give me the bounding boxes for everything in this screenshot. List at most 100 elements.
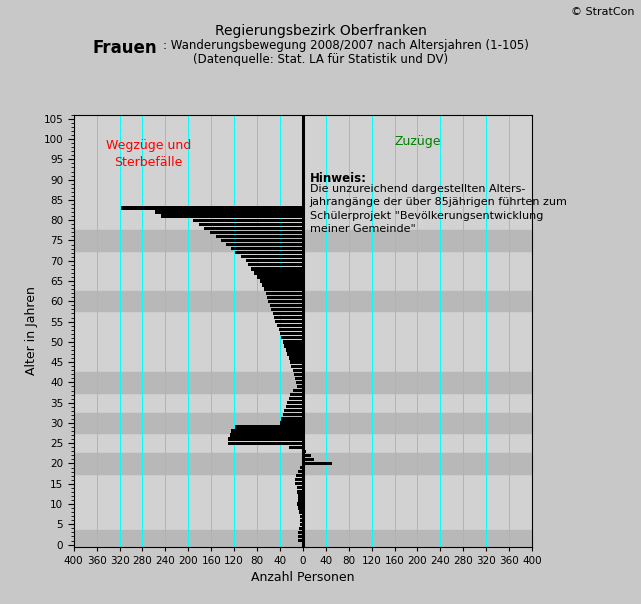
Bar xyxy=(283,340,303,344)
Text: © StratCon: © StratCon xyxy=(571,7,635,18)
Bar xyxy=(246,259,303,262)
Bar xyxy=(302,162,303,165)
Bar xyxy=(269,300,303,303)
Bar xyxy=(271,308,303,311)
Bar xyxy=(303,458,314,461)
Bar xyxy=(302,129,303,133)
Bar xyxy=(297,503,303,506)
Bar xyxy=(161,214,303,218)
Bar xyxy=(74,372,532,393)
Bar xyxy=(74,454,532,474)
Bar xyxy=(231,247,303,250)
Text: (Datenquelle: Stat. LA für Statistik und DV): (Datenquelle: Stat. LA für Statistik und… xyxy=(193,53,448,66)
Bar xyxy=(302,198,303,202)
Bar xyxy=(283,413,303,417)
Text: Hinweis:: Hinweis: xyxy=(310,172,367,185)
Bar xyxy=(300,515,303,518)
Bar xyxy=(296,381,303,384)
Bar xyxy=(270,304,303,307)
Bar xyxy=(297,385,303,388)
Bar xyxy=(273,312,303,315)
Bar xyxy=(279,328,303,332)
Bar xyxy=(302,150,303,153)
X-axis label: Anzahl Personen: Anzahl Personen xyxy=(251,571,354,584)
Bar xyxy=(235,425,303,429)
Bar xyxy=(267,295,303,299)
Bar xyxy=(277,324,303,327)
Bar xyxy=(302,194,303,198)
Bar xyxy=(295,377,303,380)
Bar xyxy=(241,255,303,259)
Bar xyxy=(302,121,303,124)
Bar xyxy=(288,356,303,360)
Bar xyxy=(296,482,303,486)
Bar xyxy=(74,413,532,433)
Bar xyxy=(292,389,303,392)
Bar xyxy=(287,352,303,356)
Bar xyxy=(290,393,303,396)
Bar xyxy=(297,486,303,489)
Bar xyxy=(199,223,303,226)
Bar xyxy=(303,543,304,546)
Bar xyxy=(302,141,303,145)
Bar xyxy=(302,146,303,149)
Bar xyxy=(74,291,532,312)
Bar xyxy=(280,332,303,335)
Bar xyxy=(302,190,303,193)
Bar xyxy=(303,449,306,453)
Bar xyxy=(288,446,303,449)
Bar xyxy=(302,166,303,169)
Bar xyxy=(193,219,303,222)
Bar xyxy=(302,202,303,205)
Bar xyxy=(302,178,303,181)
Bar xyxy=(294,373,303,376)
Bar xyxy=(155,210,303,214)
Bar xyxy=(303,454,312,457)
Text: Wegzüge und
Sterbefälle: Wegzüge und Sterbefälle xyxy=(106,139,191,169)
Bar xyxy=(297,498,303,502)
Bar xyxy=(302,133,303,137)
Bar xyxy=(299,510,303,514)
Text: Regierungsbezirk Oberfranken: Regierungsbezirk Oberfranken xyxy=(215,24,426,38)
Bar xyxy=(302,158,303,161)
Bar xyxy=(274,316,303,319)
Bar xyxy=(281,336,303,339)
Bar xyxy=(210,231,303,234)
Bar xyxy=(249,263,303,266)
Bar xyxy=(302,174,303,177)
Text: : Wanderungsbewegung 2008/2007 nach Altersjahren (1-105): : Wanderungsbewegung 2008/2007 nach Alte… xyxy=(163,39,529,53)
Text: Zuzüge: Zuzüge xyxy=(394,135,441,148)
Bar xyxy=(300,522,303,526)
Bar xyxy=(300,466,303,469)
Bar xyxy=(276,320,303,323)
Bar xyxy=(260,280,303,283)
Bar xyxy=(296,474,303,477)
Bar xyxy=(284,409,303,413)
Bar xyxy=(300,519,303,522)
Bar xyxy=(297,494,303,498)
Bar xyxy=(293,368,303,372)
Bar xyxy=(298,470,303,474)
Bar xyxy=(265,292,303,295)
Bar xyxy=(280,421,303,425)
Bar xyxy=(254,271,303,275)
Bar xyxy=(302,117,303,120)
Bar xyxy=(298,535,303,538)
Text: Frauen: Frauen xyxy=(93,39,158,57)
Bar xyxy=(251,267,303,271)
Bar xyxy=(121,207,303,210)
Bar xyxy=(303,462,331,465)
Bar xyxy=(286,405,303,408)
Bar xyxy=(286,349,303,352)
Bar xyxy=(264,288,303,291)
Bar xyxy=(226,243,303,246)
Bar xyxy=(228,442,303,445)
Bar xyxy=(290,361,303,364)
Bar xyxy=(216,235,303,238)
Bar xyxy=(302,170,303,173)
Y-axis label: Alter in Jahren: Alter in Jahren xyxy=(25,286,38,375)
Bar xyxy=(298,531,303,534)
Bar xyxy=(284,344,303,347)
Bar xyxy=(302,182,303,185)
Text: Die unzureichend dargestellten Alters-
jahrangänge der über 85jährigen führten z: Die unzureichend dargestellten Alters- j… xyxy=(310,184,568,234)
